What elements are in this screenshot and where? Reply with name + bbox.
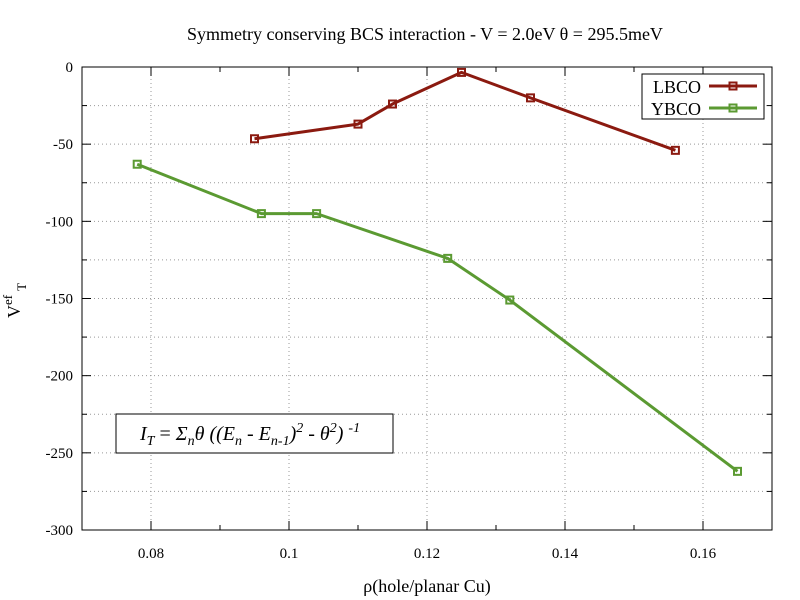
series-layer — [132, 67, 742, 476]
legend-marker-lbco — [728, 81, 738, 91]
data-point-lbco — [388, 99, 397, 109]
data-point-ybco — [132, 159, 142, 169]
y-tick-label: -100 — [46, 214, 74, 230]
formula-box — [115, 413, 394, 454]
y-axis-label: Vef T — [0, 283, 29, 318]
svg-text:VefT: Vef T — [0, 283, 29, 318]
series-line-ybco — [136, 162, 739, 473]
data-point-ybco — [505, 295, 515, 305]
y-axis-label-main: V — [4, 305, 24, 318]
legend-marker-ybco — [728, 103, 738, 113]
x-tick-label: 0.1 — [280, 546, 299, 562]
data-point-lbco — [670, 145, 680, 155]
grid-lines — [82, 66, 772, 531]
data-point-ybco — [312, 209, 322, 219]
data-point-ybco — [443, 253, 453, 263]
data-point-lbco — [250, 134, 259, 144]
data-point-ybco — [256, 209, 266, 219]
chart-title: Symmetry conserving BCS interaction - V … — [187, 24, 663, 44]
formula-text: IT = Σnθ ((En - En-1)2 - θ2) -1 — [139, 421, 360, 449]
x-tick-label: 0.12 — [414, 546, 440, 562]
formula-annotation: IT = Σnθ ((En - En-1)2 - θ2) -1 — [115, 413, 394, 454]
x-tick-label: 0.08 — [138, 546, 164, 562]
legend: LBCO YBCO — [641, 73, 765, 120]
y-axis-label-sub: T — [14, 283, 29, 291]
axis-ticks: 0.08 0.1 0.12 0.14 0.16 0 -50 -100 -150 -200 -250 -… — [46, 60, 773, 562]
x-axis-label: ρ(hole/planar Cu) — [363, 576, 490, 597]
y-axis-label-sup: ef — [0, 294, 15, 305]
x-tick-label: 0.14 — [552, 546, 579, 562]
y-tick-label: -200 — [46, 369, 74, 385]
y-tick-label: 0 — [66, 60, 74, 76]
y-tick-label: -250 — [46, 446, 74, 462]
data-point-lbco — [457, 67, 466, 77]
y-tick-label: -50 — [53, 137, 73, 153]
data-point-lbco — [526, 93, 535, 103]
legend-box — [641, 73, 765, 120]
legend-label-lbco: LBCO — [653, 77, 701, 97]
data-point-lbco — [353, 119, 363, 129]
data-point-ybco — [733, 466, 742, 476]
y-tick-label: -300 — [46, 523, 74, 539]
x-tick-label: 0.16 — [690, 546, 717, 562]
series-line-lbco — [254, 70, 676, 152]
legend-label-ybco: YBCO — [651, 99, 701, 119]
y-tick-label: -150 — [46, 292, 74, 308]
